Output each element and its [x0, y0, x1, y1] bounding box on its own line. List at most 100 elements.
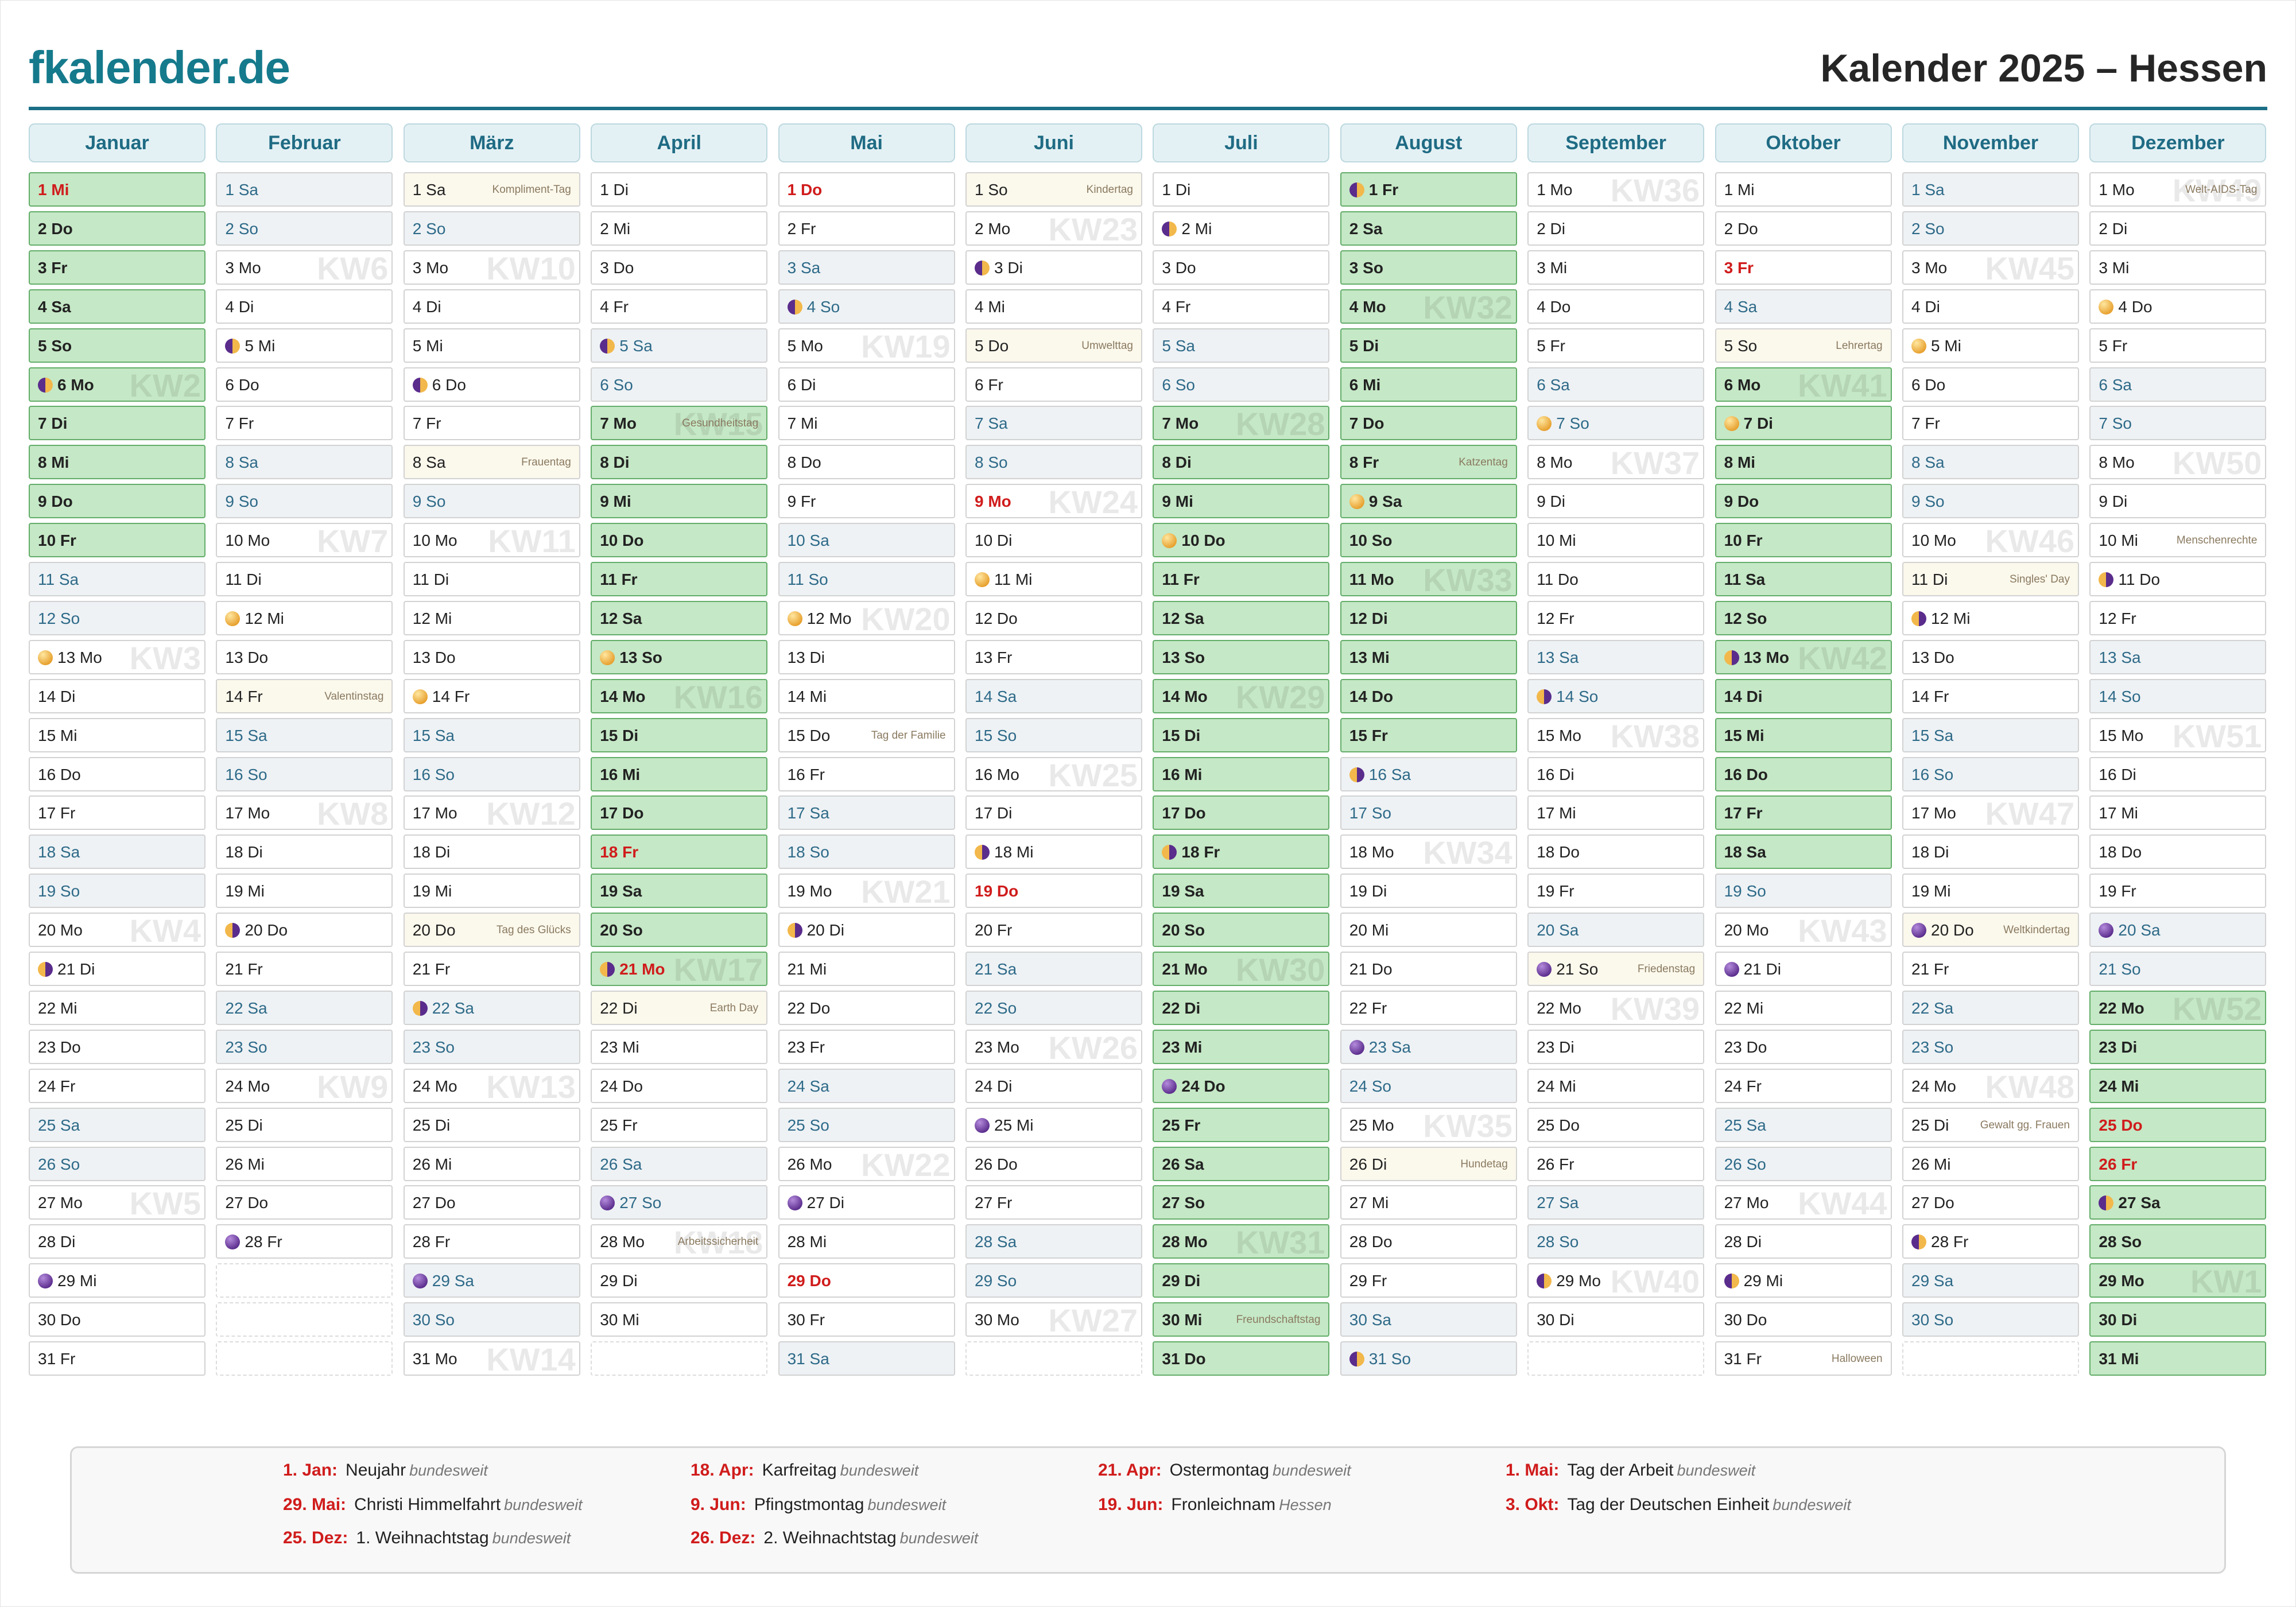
week-number: KW20	[861, 601, 951, 635]
day-label: 28 Mo	[600, 1233, 645, 1251]
day-label-wrap: 23 Di	[1537, 1031, 1574, 1063]
day-label: 24 Fr	[1724, 1077, 1762, 1095]
day-label: 7 Fr	[412, 414, 441, 432]
day-label: 14 Mo	[600, 688, 646, 705]
day-label: 7 Di	[38, 414, 68, 432]
day-label-wrap: 28 So	[2099, 1225, 2142, 1257]
day-label-wrap: 2 So	[413, 212, 446, 244]
day-cell: 22 Di	[1153, 991, 1330, 1025]
day-label: 29 Sa	[1911, 1272, 1954, 1290]
day-cell: KW48 24 Mo	[1902, 1069, 2079, 1103]
day-cell: 26 Fr	[1527, 1147, 1705, 1181]
day-cell: 12 Mi	[1902, 601, 2079, 635]
first-quarter-moon-icon	[600, 339, 615, 354]
day-cell: 7 So	[1527, 406, 1705, 440]
day-cell: 3 Fr	[1715, 250, 1892, 285]
day-label: 18 Di	[412, 843, 451, 861]
legend-scope: bundesweit	[504, 1496, 583, 1513]
day-label-wrap: 1 Mi	[1724, 173, 1755, 205]
day-label-wrap: 13 Sa	[2099, 641, 2140, 673]
day-label: 27 So	[1162, 1194, 1205, 1212]
day-label-wrap: 25 Mo	[1349, 1109, 1394, 1141]
month-column: Mai 1 Do 2 Fr 3 Sa 4 So KW19 5 Mo 6 Di 7 Mi 8 Do 9…	[778, 123, 955, 1376]
day-label: 7 Fr	[1911, 414, 1940, 432]
day-cell: KW10 3 Mo	[403, 250, 580, 285]
day-cell: 8 Sa	[216, 445, 393, 479]
day-cell: KW39 22 Mo	[1527, 991, 1705, 1025]
day-label-wrap: 13 Di	[788, 641, 825, 673]
day-cell: 2 Do	[29, 211, 205, 246]
day-label-wrap: 13 Sa	[1537, 641, 1578, 673]
day-cell: 5 Fr	[2089, 328, 2267, 363]
day-event-note: Menschenrechte	[2176, 534, 2258, 546]
day-label-wrap: 2 Mi	[600, 212, 630, 244]
day-label: 1 Sa	[225, 181, 258, 199]
day-label-wrap: 8 Di	[600, 446, 629, 478]
day-cell: 27 Di	[778, 1185, 955, 1220]
day-label: 9 Fr	[787, 492, 816, 510]
day-cell: KW5 27 Mo	[29, 1185, 205, 1220]
day-label-wrap: 8 Do	[788, 446, 821, 478]
day-label-wrap: 8 Mo	[1537, 446, 1572, 478]
day-label: 27 So	[619, 1194, 662, 1212]
day-label: 25 Do	[2099, 1116, 2143, 1134]
day-label-wrap: 15 So	[975, 719, 1017, 751]
day-cell: 6 Di	[778, 367, 955, 402]
day-cell: 18 Sa	[29, 834, 205, 869]
day-label-wrap: 8 So	[975, 446, 1008, 478]
day-cell: Freundschaftstag 30 Mi	[1153, 1302, 1330, 1337]
day-label-wrap: 14 Mo	[600, 680, 646, 712]
legend-scope: bundesweit	[899, 1530, 979, 1547]
day-label: 18 Di	[1911, 843, 1949, 861]
day-cell: 7 Di	[29, 406, 205, 440]
day-cell: 9 Mi	[1153, 484, 1330, 518]
day-label: 11 Fr	[600, 570, 638, 588]
day-label-wrap: 16 Sa	[1349, 758, 1411, 790]
day-label-wrap: 12 Fr	[1537, 602, 1574, 634]
day-cell: 25 Fr	[1153, 1108, 1330, 1142]
day-label: 3 Mi	[1537, 259, 1568, 277]
day-label: 22 Mo	[2099, 999, 2144, 1017]
day-label-wrap: 7 Mo	[1162, 407, 1199, 439]
day-label: 28 Do	[1349, 1233, 1393, 1251]
day-label: 22 Di	[1162, 999, 1201, 1017]
day-label: 23 Sa	[1368, 1038, 1411, 1056]
day-label: 30 Do	[1724, 1311, 1767, 1329]
day-label-wrap: 21 Do	[1349, 953, 1393, 985]
day-cell: 8 Mi	[1715, 445, 1892, 479]
legend-name: Tag der Deutschen Einheit	[1567, 1495, 1770, 1514]
day-cell: 21 Fr	[403, 952, 580, 986]
legend-date: 3. Okt:	[1506, 1495, 1560, 1514]
full-moon-icon	[975, 572, 990, 587]
day-cell: 14 Fr	[1902, 679, 2079, 713]
day-cell: 29 So	[965, 1263, 1142, 1298]
day-label-wrap: 29 Sa	[412, 1264, 474, 1297]
legend-date: 26. Dez:	[691, 1528, 756, 1547]
day-label-wrap: 10 Mi	[1537, 524, 1576, 556]
day-label-wrap: 26 Do	[975, 1148, 1018, 1180]
day-cell: 29 Fr	[1340, 1263, 1517, 1298]
day-label-wrap: 15 Di	[1162, 719, 1200, 751]
day-label-wrap: 11 Di	[413, 563, 449, 595]
day-label-wrap: 17 Di	[975, 797, 1012, 829]
day-label-wrap: 30 Mo	[975, 1303, 1019, 1336]
day-cell: KW49 Welt-AIDS-Tag 1 Mo	[2089, 172, 2267, 207]
day-cell: 4 Sa	[29, 289, 205, 324]
day-label: 12 So	[1724, 610, 1767, 627]
day-label: 19 Sa	[1162, 882, 1204, 900]
day-label: 29 Mo	[2099, 1272, 2144, 1290]
day-cell: 4 So	[778, 289, 955, 324]
day-label-wrap: 31 Sa	[788, 1342, 829, 1375]
day-label-wrap: 11 Do	[2099, 563, 2160, 595]
day-label-wrap: 3 Fr	[1724, 251, 1754, 284]
day-cell: KW41 6 Mo	[1715, 367, 1892, 402]
day-label: 30 Di	[2099, 1311, 2138, 1329]
day-cell: 16 Di	[2089, 757, 2267, 791]
week-number: KW8	[316, 795, 389, 830]
day-cell: Umwelttag 5 Do	[965, 328, 1142, 363]
day-label: 21 So	[2099, 960, 2141, 978]
day-cell: 10 Do	[1153, 523, 1330, 557]
day-label: 29 Di	[600, 1272, 638, 1290]
day-label-wrap: 19 Mi	[413, 875, 452, 907]
legend-name: Karfreitag	[762, 1461, 837, 1480]
